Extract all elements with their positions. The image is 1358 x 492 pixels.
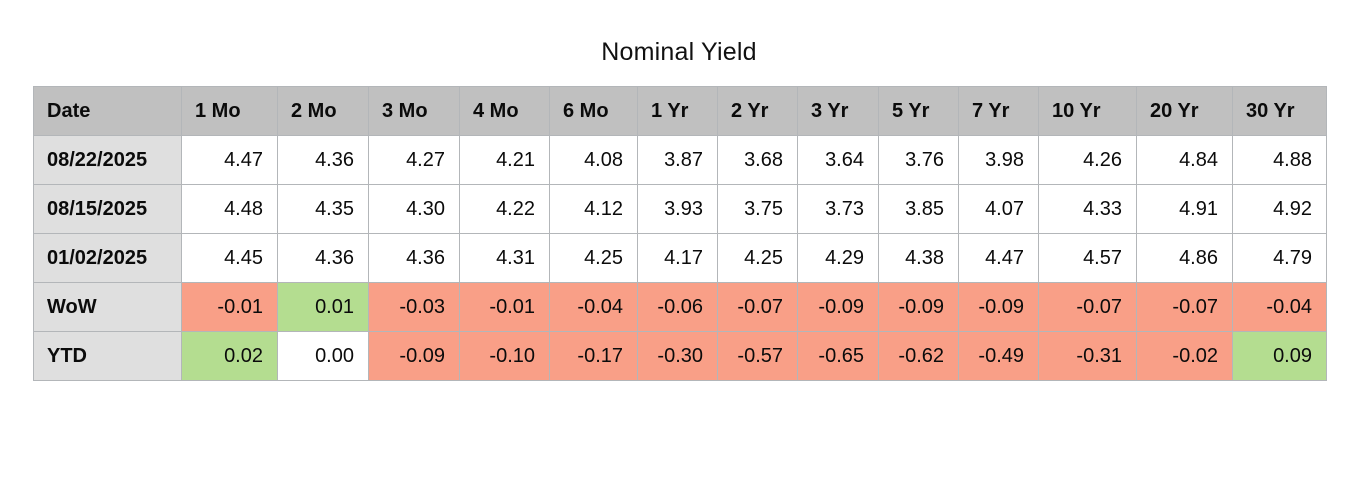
value-cell: 4.84 xyxy=(1136,135,1233,185)
delta-cell: -0.09 xyxy=(878,282,959,332)
value-cell: 4.86 xyxy=(1136,233,1233,283)
delta-cell: 0.01 xyxy=(277,282,369,332)
value-cell: 4.57 xyxy=(1038,233,1137,283)
header-cell-2-yr: 2 Yr xyxy=(717,86,798,136)
header-row: Date 1 Mo 2 Mo 3 Mo 4 Mo 6 Mo 1 Yr 2 Yr 3 Yr 5 Yr… xyxy=(33,86,1327,136)
delta-cell: 0.09 xyxy=(1232,331,1327,381)
table-row-ytd: YTD 0.02 0.00 -0.09 -0.10 -0.17 -0.30 -0.57 -0.6… xyxy=(33,331,1327,381)
value-cell: 3.87 xyxy=(637,135,718,185)
value-cell: 4.92 xyxy=(1232,184,1327,234)
value-cell: 3.85 xyxy=(878,184,959,234)
value-cell: 4.25 xyxy=(549,233,638,283)
value-cell: 4.47 xyxy=(181,135,278,185)
value-cell: 3.93 xyxy=(637,184,718,234)
header-cell-4-mo: 4 Mo xyxy=(459,86,550,136)
delta-cell: -0.03 xyxy=(368,282,460,332)
table-row-08-22-2025: 08/22/2025 4.47 4.36 4.27 4.21 4.08 3.87 3.68 3.… xyxy=(33,135,1327,185)
value-cell: 4.36 xyxy=(368,233,460,283)
delta-cell: -0.49 xyxy=(958,331,1039,381)
value-cell: 4.30 xyxy=(368,184,460,234)
header-cell-6-mo: 6 Mo xyxy=(549,86,638,136)
header-cell-30-yr: 30 Yr xyxy=(1232,86,1327,136)
delta-cell: -0.10 xyxy=(459,331,550,381)
value-cell: 4.36 xyxy=(277,135,369,185)
delta-cell: -0.04 xyxy=(549,282,638,332)
value-cell: 4.07 xyxy=(958,184,1039,234)
delta-cell: 0.02 xyxy=(181,331,278,381)
header-cell-2-mo: 2 Mo xyxy=(277,86,369,136)
value-cell: 4.21 xyxy=(459,135,550,185)
nominal-yield-table: Date 1 Mo 2 Mo 3 Mo 4 Mo 6 Mo 1 Yr 2 Yr 3 Yr 5 Yr… xyxy=(33,86,1327,381)
value-cell: 4.33 xyxy=(1038,184,1137,234)
value-cell: 4.08 xyxy=(549,135,638,185)
delta-cell: 0.00 xyxy=(277,331,369,381)
header-cell-10-yr: 10 Yr xyxy=(1038,86,1137,136)
table-body: 08/22/2025 4.47 4.36 4.27 4.21 4.08 3.87 3.68 3.… xyxy=(33,135,1327,381)
value-cell: 4.29 xyxy=(797,233,879,283)
delta-cell: -0.17 xyxy=(549,331,638,381)
value-cell: 4.36 xyxy=(277,233,369,283)
table-row-08-15-2025: 08/15/2025 4.48 4.35 4.30 4.22 4.12 3.93 3.75 3.… xyxy=(33,184,1327,234)
header-cell-20-yr: 20 Yr xyxy=(1136,86,1233,136)
delta-cell: -0.01 xyxy=(459,282,550,332)
header-cell-7-yr: 7 Yr xyxy=(958,86,1039,136)
header-cell-1-yr: 1 Yr xyxy=(637,86,718,136)
header-cell-5-yr: 5 Yr xyxy=(878,86,959,136)
delta-cell: -0.09 xyxy=(368,331,460,381)
delta-cell: -0.31 xyxy=(1038,331,1137,381)
delta-cell: -0.06 xyxy=(637,282,718,332)
delta-cell: -0.57 xyxy=(717,331,798,381)
value-cell: 3.98 xyxy=(958,135,1039,185)
row-label: 08/22/2025 xyxy=(33,135,182,185)
delta-cell: -0.07 xyxy=(717,282,798,332)
value-cell: 4.38 xyxy=(878,233,959,283)
delta-cell: -0.07 xyxy=(1136,282,1233,332)
header-cell-date: Date xyxy=(33,86,182,136)
value-cell: 4.12 xyxy=(549,184,638,234)
table-row-wow: WoW -0.01 0.01 -0.03 -0.01 -0.04 -0.06 -0.07 -0.… xyxy=(33,282,1327,332)
value-cell: 4.47 xyxy=(958,233,1039,283)
value-cell: 4.79 xyxy=(1232,233,1327,283)
value-cell: 3.68 xyxy=(717,135,798,185)
row-label: YTD xyxy=(33,331,182,381)
value-cell: 4.88 xyxy=(1232,135,1327,185)
table-header: Date 1 Mo 2 Mo 3 Mo 4 Mo 6 Mo 1 Yr 2 Yr 3 Yr 5 Yr… xyxy=(33,86,1327,136)
value-cell: 4.25 xyxy=(717,233,798,283)
delta-cell: -0.65 xyxy=(797,331,879,381)
delta-cell: -0.02 xyxy=(1136,331,1233,381)
row-label: 08/15/2025 xyxy=(33,184,182,234)
delta-cell: -0.07 xyxy=(1038,282,1137,332)
delta-cell: -0.62 xyxy=(878,331,959,381)
value-cell: 4.31 xyxy=(459,233,550,283)
value-cell: 4.45 xyxy=(181,233,278,283)
value-cell: 4.17 xyxy=(637,233,718,283)
value-cell: 4.48 xyxy=(181,184,278,234)
row-label: 01/02/2025 xyxy=(33,233,182,283)
value-cell: 3.73 xyxy=(797,184,879,234)
header-cell-1-mo: 1 Mo xyxy=(181,86,278,136)
header-cell-3-yr: 3 Yr xyxy=(797,86,879,136)
row-label: WoW xyxy=(33,282,182,332)
delta-cell: -0.09 xyxy=(958,282,1039,332)
header-cell-3-mo: 3 Mo xyxy=(368,86,460,136)
value-cell: 4.35 xyxy=(277,184,369,234)
delta-cell: -0.04 xyxy=(1232,282,1327,332)
value-cell: 3.64 xyxy=(797,135,879,185)
value-cell: 4.22 xyxy=(459,184,550,234)
value-cell: 4.27 xyxy=(368,135,460,185)
value-cell: 3.76 xyxy=(878,135,959,185)
value-cell: 4.91 xyxy=(1136,184,1233,234)
page-title: Nominal Yield xyxy=(601,38,757,66)
table-row-01-02-2025: 01/02/2025 4.45 4.36 4.36 4.31 4.25 4.17 4.25 4.… xyxy=(33,233,1327,283)
value-cell: 3.75 xyxy=(717,184,798,234)
delta-cell: -0.01 xyxy=(181,282,278,332)
delta-cell: -0.30 xyxy=(637,331,718,381)
value-cell: 4.26 xyxy=(1038,135,1137,185)
delta-cell: -0.09 xyxy=(797,282,879,332)
